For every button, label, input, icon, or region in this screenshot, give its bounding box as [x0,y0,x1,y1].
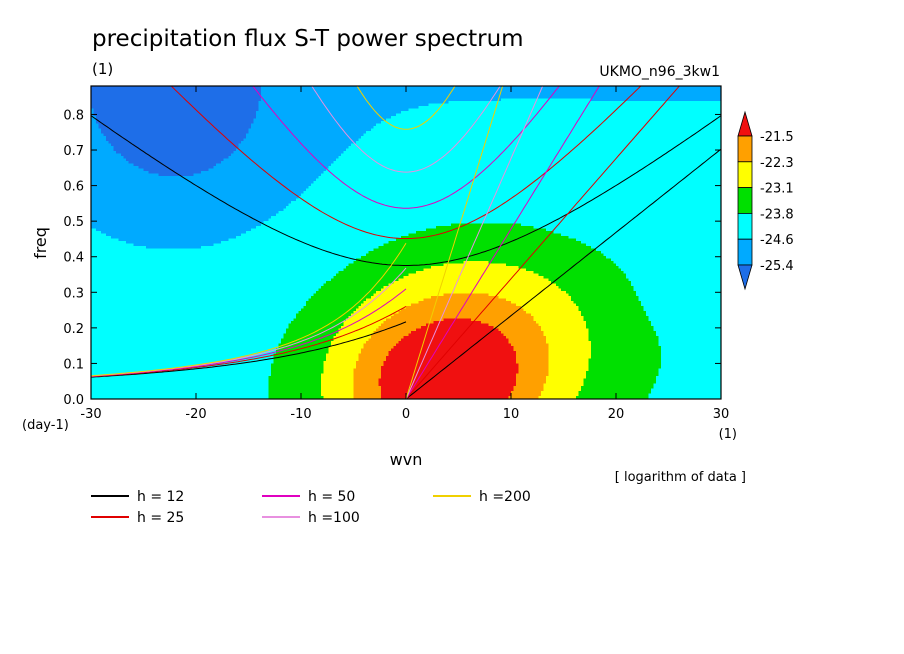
legend-label: h =100 [308,510,360,526]
y-tick-label: 0.7 [63,144,84,159]
colorbar-level-label: -22.3 [760,156,794,171]
x-tick-label: -30 [80,407,101,422]
legend-label: h = 25 [137,510,184,526]
data-note: [ logarithm of data ] [615,470,746,485]
colorbar-segment [738,136,752,162]
colorbar-segment [738,188,752,214]
colorbar-segment [738,213,752,239]
dataset-label: UKMO_n96_3kw1 [599,64,720,80]
colorbar: -21.5 -22.3 -23.1 -23.8 -24.6 -25.4 [738,112,794,289]
colorbar-level-label: -24.6 [760,233,794,248]
y-tick-label: 0.3 [63,286,84,301]
chart-title: precipitation flux S-T power spectrum [92,26,524,52]
y-tick-label: 0.2 [63,322,84,337]
x-tick-label: -20 [185,407,206,422]
colorbar-segment [738,162,752,188]
legend-label: h = 12 [137,489,184,505]
colorbar-arrow-top [738,112,752,136]
curve-legend: h = 12 h = 25 h = 50 h =100 h =200 [91,489,531,526]
colorbar-level-label: -21.5 [760,130,794,145]
y-tick-label: 0.5 [63,215,84,230]
x-tick-label: -10 [290,407,311,422]
colorbar-level-label: -23.1 [760,182,794,197]
x-tick-label: 10 [503,407,520,422]
y-tick-label: 0.6 [63,180,84,195]
colorbar-arrow-bottom [738,265,752,289]
y-tick-label: 0.0 [63,393,84,408]
x-unit-label: (1) [719,427,737,442]
x-tick-label: 0 [402,407,410,422]
colorbar-level-label: -25.4 [760,259,794,274]
units-label: (1) [92,60,113,78]
y-tick-label: 0.8 [63,108,84,123]
y-unit-label: (day-1) [22,418,69,433]
y-tick-label: 0.4 [63,251,84,266]
x-tick-label: 20 [608,407,625,422]
colorbar-segment [738,239,752,265]
legend-label: h = 50 [308,489,355,505]
plot-area [91,0,721,401]
colorbar-level-label: -23.8 [760,207,794,222]
y-axis-label: freq [31,227,50,259]
legend-label: h =200 [479,489,531,505]
x-tick-label: 30 [713,407,730,422]
x-axis-label: wvn [390,450,423,469]
y-tick-label: 0.1 [63,357,84,372]
